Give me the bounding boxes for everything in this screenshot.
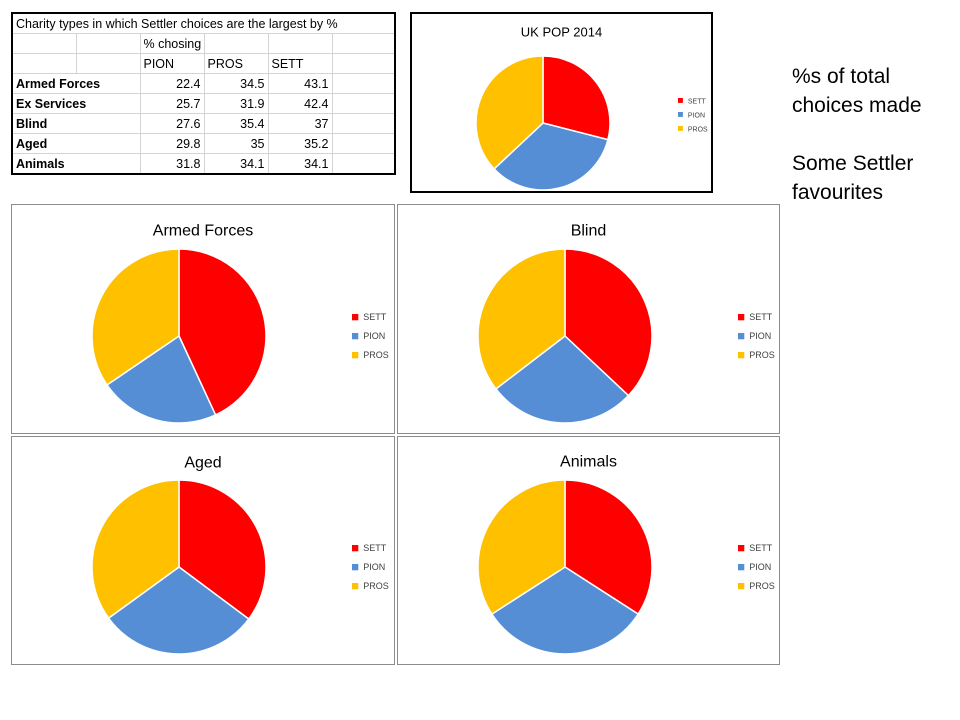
table-row: Ex Services 25.7 31.9 42.4: [12, 93, 396, 114]
uk-pop-chart: UK POP 2014 SETT PION PROS: [410, 12, 713, 193]
pie-slice-pion: [494, 335, 630, 424]
pie-chart-svg: Armed Forces SETT PION PROS: [91, 223, 389, 424]
column-header-pros: PROS: [204, 53, 269, 74]
pie-slice-pion: [107, 566, 250, 655]
pie-slice-sett: [564, 248, 653, 397]
legend-swatch-sett: [678, 98, 683, 103]
cell-pion: 29.8: [140, 133, 205, 154]
pie-slice-pros: [91, 479, 180, 620]
legend-label-sett: SETT: [363, 543, 387, 553]
column-header-sett: SETT: [268, 53, 333, 74]
table-row: Blind 27.6 35.4 37: [12, 113, 396, 134]
cell-pion: 22.4: [140, 73, 205, 94]
table-row: Aged 29.8 35 35.2: [12, 133, 396, 154]
row-label: Aged: [12, 133, 141, 154]
pie-slice-sett: [542, 55, 611, 141]
legend-label-pion: PION: [363, 562, 385, 572]
chart-title: Armed Forces: [153, 223, 253, 240]
legend-swatch-pros: [352, 583, 359, 590]
legend-swatch-pion: [352, 333, 359, 340]
charity-table: Charity types in which Settler choices a…: [11, 12, 397, 175]
cell-sett: 35.2: [268, 133, 333, 154]
row-label: Animals: [12, 153, 141, 175]
cell-pros: 31.9: [204, 93, 269, 114]
legend-label-pros: PROS: [363, 350, 389, 360]
table-title-row: Charity types in which Settler choices a…: [12, 13, 396, 34]
pie-slice-pros: [477, 479, 566, 616]
cell-sett: 43.1: [268, 73, 333, 94]
cell-pros: 34.5: [204, 73, 269, 94]
side-note-line: Some Settler: [792, 152, 914, 175]
legend-swatch-sett: [352, 545, 359, 552]
pie-slice-sett: [178, 248, 267, 416]
legend-swatch-pion: [738, 564, 745, 571]
table-title: Charity types in which Settler choices a…: [12, 13, 396, 34]
table-row: Animals 31.8 34.1 34.1: [12, 153, 396, 175]
cell-pros: 35.4: [204, 113, 269, 134]
row-label: Blind: [12, 113, 141, 134]
legend-label-pion: PION: [688, 112, 705, 119]
legend-label-sett: SETT: [749, 543, 773, 553]
legend-swatch-sett: [352, 314, 359, 321]
cell-sett: 34.1: [268, 153, 333, 175]
legend-label-pros: PROS: [688, 126, 708, 133]
legend-swatch-pion: [352, 564, 359, 571]
chart-title: Blind: [571, 223, 607, 240]
cell-pion: 25.7: [140, 93, 205, 114]
legend-swatch-sett: [738, 314, 745, 321]
row-label: Armed Forces: [12, 73, 141, 94]
chart-title: Animals: [560, 454, 617, 471]
pie-slice-pion: [493, 122, 609, 191]
pie-slice-pros: [477, 248, 566, 390]
legend-label-pros: PROS: [363, 581, 389, 591]
legend-swatch-pros: [738, 583, 745, 590]
table-row: Armed Forces 22.4 34.5 43.1: [12, 73, 396, 94]
cell-sett: 37: [268, 113, 333, 134]
side-note-line: %s of total: [792, 65, 891, 88]
pie-slice-pros: [475, 55, 544, 170]
cell-pros: 35: [204, 133, 269, 154]
legend-swatch-pros: [738, 352, 745, 359]
blind-chart: Blind SETT PION PROS: [397, 204, 780, 434]
chart-title: Aged: [184, 455, 221, 472]
legend-swatch-pion: [738, 333, 745, 340]
legend-label-sett: SETT: [363, 312, 387, 322]
side-note-favourites: Some Settler favourites: [792, 149, 913, 207]
column-header-pion: PION: [140, 53, 205, 74]
table-header-row: PION PROS SETT: [12, 53, 396, 74]
pie-chart-svg: Blind SETT PION PROS: [477, 223, 775, 424]
legend-swatch-pros: [678, 126, 683, 131]
pie-slice-pros: [91, 248, 180, 386]
legend-swatch-sett: [738, 545, 745, 552]
side-note-totals: %s of total choices made: [792, 62, 922, 120]
animals-chart: Animals SETT PION PROS: [397, 436, 780, 665]
armed-forces-chart: Armed Forces SETT PION PROS: [11, 204, 395, 434]
aged-chart: Aged SETT PION PROS: [11, 436, 395, 665]
cell-pion: 31.8: [140, 153, 205, 175]
table-subheader-row: % chosing: [12, 33, 396, 54]
pie-slice-pion: [490, 566, 640, 655]
table-subheader: % chosing: [140, 33, 205, 54]
pie-chart-svg: UK POP 2014 SETT PION PROS: [475, 25, 708, 191]
legend-swatch-pros: [352, 352, 359, 359]
pie-slice-pion: [106, 334, 217, 424]
side-note-line: choices made: [792, 94, 922, 117]
legend-label-pros: PROS: [749, 581, 775, 591]
row-label: Ex Services: [12, 93, 141, 114]
pie-chart-svg: Aged SETT PION PROS: [91, 455, 389, 655]
chart-title: UK POP 2014: [521, 25, 602, 40]
pie-slice-sett: [178, 479, 267, 621]
legend-label-sett: SETT: [688, 98, 707, 105]
legend-label-pion: PION: [749, 331, 771, 341]
cell-pion: 27.6: [140, 113, 205, 134]
legend-label-pion: PION: [363, 331, 385, 341]
legend-label-pros: PROS: [749, 350, 775, 360]
cell-pros: 34.1: [204, 153, 269, 175]
legend-label-sett: SETT: [749, 312, 773, 322]
legend-swatch-pion: [678, 112, 683, 117]
legend-label-pion: PION: [749, 562, 771, 572]
cell-sett: 42.4: [268, 93, 333, 114]
pie-chart-svg: Animals SETT PION PROS: [477, 454, 775, 655]
side-note-line: favourites: [792, 181, 884, 204]
